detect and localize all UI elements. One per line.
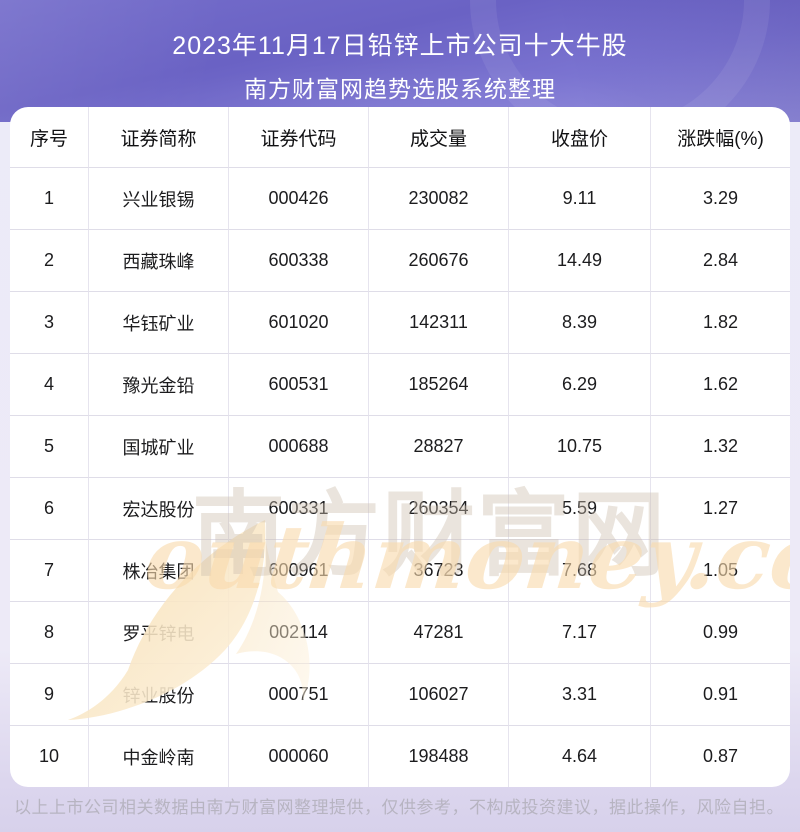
table-cell: 2 — [10, 229, 88, 291]
table-cell: 1.62 — [650, 353, 790, 415]
page-subtitle: 南方财富网趋势选股系统整理 — [244, 76, 556, 102]
table-cell: 47281 — [368, 601, 508, 663]
table-cell: 600331 — [228, 477, 368, 539]
table-cell: 600338 — [228, 229, 368, 291]
table-cell: 3 — [10, 291, 88, 353]
table-cell: 1.32 — [650, 415, 790, 477]
stock-table: 序号 证券简称 证券代码 成交量 收盘价 涨跌幅(%) 1 兴业银锡 00042… — [10, 107, 790, 787]
table-cell: 600531 — [228, 353, 368, 415]
table-cell: 14.49 — [508, 229, 650, 291]
column-header-code: 证券代码 — [228, 107, 368, 167]
table-cell: 230082 — [368, 167, 508, 229]
table-cell: 罗平锌电 — [88, 601, 228, 663]
column-header-name: 证券简称 — [88, 107, 228, 167]
table-cell: 5 — [10, 415, 88, 477]
table-cell: 1.82 — [650, 291, 790, 353]
table-cell: 6 — [10, 477, 88, 539]
table-cell: 000060 — [228, 725, 368, 787]
table-cell: 185264 — [368, 353, 508, 415]
table-cell: 106027 — [368, 663, 508, 725]
table-cell: 锌业股份 — [88, 663, 228, 725]
table-cell: 600961 — [228, 539, 368, 601]
page-header: 2023年11月17日铅锌上市公司十大牛股 南方财富网趋势选股系统整理 — [0, 0, 800, 104]
table-cell: 宏达股份 — [88, 477, 228, 539]
column-header-close: 收盘价 — [508, 107, 650, 167]
table-cell: 7.17 — [508, 601, 650, 663]
table-cell: 3.29 — [650, 167, 790, 229]
column-header-index: 序号 — [29, 128, 68, 150]
table-cell: 260676 — [368, 229, 508, 291]
table-cell: 002114 — [228, 601, 368, 663]
table-cell: 198488 — [368, 725, 508, 787]
table-cell: 601020 — [228, 291, 368, 353]
table-cell: 7 — [10, 539, 88, 601]
table-cell: 1 — [10, 167, 88, 229]
column-header-change: 涨跌幅(%) — [650, 107, 790, 167]
table-cell: 10 — [10, 725, 88, 787]
table-cell: 1.27 — [650, 477, 790, 539]
table-cell: 兴业银锡 — [88, 167, 228, 229]
table-cell: 1.05 — [650, 539, 790, 601]
table-cell: 西藏珠峰 — [88, 229, 228, 291]
table-cell: 8.39 — [508, 291, 650, 353]
table-cell: 000426 — [228, 167, 368, 229]
table-cell: 5.59 — [508, 477, 650, 539]
table-cell: 000688 — [228, 415, 368, 477]
table-cell: 国城矿业 — [88, 415, 228, 477]
table-cell: 4.64 — [508, 725, 650, 787]
table-cell: 华钰矿业 — [88, 291, 228, 353]
column-header-volume: 成交量 — [368, 107, 508, 167]
table-cell: 0.91 — [650, 663, 790, 725]
table-cell: 9 — [10, 663, 88, 725]
table-cell: 000751 — [228, 663, 368, 725]
table-cell: 株冶集团 — [88, 539, 228, 601]
table-cell: 2.84 — [650, 229, 790, 291]
page-title: 2023年11月17日铅锌上市公司十大牛股 — [172, 32, 628, 60]
table-cell: 0.99 — [650, 601, 790, 663]
table-cell: 142311 — [368, 291, 508, 353]
table-cell: 7.68 — [508, 539, 650, 601]
table-cell: 8 — [10, 601, 88, 663]
table-cell: 260354 — [368, 477, 508, 539]
footer-disclaimer: 以上上市公司相关数据由南方财富网整理提供，仅供参考，不构成投资建议，据此操作，风… — [14, 798, 784, 817]
table-cell: 3.31 — [508, 663, 650, 725]
table-cell: 36723 — [368, 539, 508, 601]
table-cell: 中金岭南 — [88, 725, 228, 787]
table-cell: 0.87 — [650, 725, 790, 787]
table-cell: 豫光金铅 — [88, 353, 228, 415]
stock-table-card: 序号 证券简称 证券代码 成交量 收盘价 涨跌幅(%) 1 兴业银锡 00042… — [10, 107, 790, 787]
table-cell: 4 — [10, 353, 88, 415]
table-cell: 6.29 — [508, 353, 650, 415]
table-cell: 10.75 — [508, 415, 650, 477]
table-cell: 28827 — [368, 415, 508, 477]
table-cell: 9.11 — [508, 167, 650, 229]
